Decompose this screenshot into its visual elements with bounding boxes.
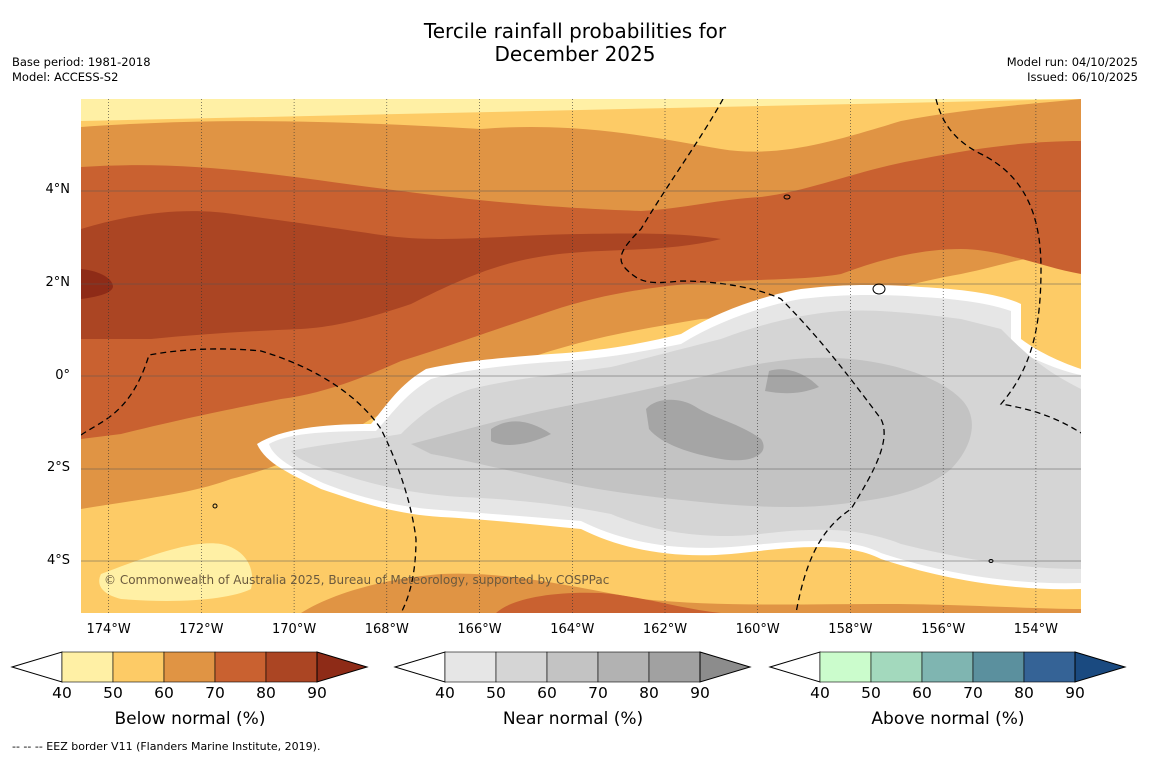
cbar-below-swatch: [61, 651, 114, 683]
cbar-above-over: [1074, 651, 1127, 683]
cbar-above-swatch: [921, 651, 974, 683]
cbar-tick: 80: [256, 684, 276, 702]
lat-label: 4°S: [46, 553, 70, 568]
below-southern-60-70: [301, 573, 1081, 613]
lat-gridlines: [81, 190, 1081, 562]
colorbar-above-normal: 40 50 60 70 80 90 Above normal (%): [768, 651, 1138, 751]
meta-left: Base period: 1981-2018 Model: ACCESS-S2: [12, 55, 151, 85]
lon-label: 172°W: [179, 622, 224, 637]
cbar-below-swatch: [265, 651, 318, 683]
colorbar-near-normal: 40 50 60 70 80 90 Near normal (%): [393, 651, 763, 751]
cbar-near-swatch: [495, 651, 548, 683]
lon-label: 174°W: [86, 622, 131, 637]
lon-label: 158°W: [828, 622, 873, 637]
lon-label: 156°W: [921, 622, 966, 637]
cbar-tick: 60: [154, 684, 174, 702]
cbar-tick: 40: [52, 684, 72, 702]
copyright-notice: © Commonwealth of Australia 2025, Bureau…: [104, 573, 610, 587]
cbar-tick: 80: [1014, 684, 1034, 702]
model-name: Model: ACCESS-S2: [12, 70, 119, 84]
cbar-above-swatch: [819, 651, 872, 683]
cbar-near-swatch: [444, 651, 497, 683]
cbar-near-swatch: [648, 651, 701, 683]
cbar-label: Above normal (%): [871, 709, 1025, 729]
below-southern-70-80: [496, 592, 721, 613]
cbar-above-swatch: [870, 651, 923, 683]
cbar-tick: 90: [1065, 684, 1085, 702]
cbar-tick: 40: [435, 684, 455, 702]
cbar-near-swatch: [546, 651, 599, 683]
cbar-above-swatch: [1023, 651, 1076, 683]
cbar-above-under: [768, 651, 821, 683]
chart-title: Tercile rainfall probabilities for Decem…: [0, 20, 1150, 66]
cbar-near-swatch: [597, 651, 650, 683]
below-southern-40-50: [99, 543, 253, 601]
footer-legend: -- -- -- EEZ border V11 (Flanders Marine…: [12, 740, 321, 753]
eez-border-3: [935, 99, 1081, 434]
cbar-below-swatch: [163, 651, 216, 683]
cbar-tick: 50: [486, 684, 506, 702]
cbar-tick: 90: [307, 684, 327, 702]
cbar-below-swatch: [112, 651, 165, 683]
near-normal-70-80: [646, 399, 764, 461]
cbar-tick: 40: [810, 684, 830, 702]
cbar-above-swatch: [972, 651, 1025, 683]
near-normal-70-80-west: [491, 421, 551, 445]
below-80-90-band: [81, 211, 721, 339]
cbar-label: Below normal (%): [114, 709, 266, 729]
lat-label: 2°N: [45, 275, 71, 290]
cbar-tick: 60: [912, 684, 932, 702]
cbar-tick: 80: [639, 684, 659, 702]
cbar-below-swatch: [214, 651, 267, 683]
probability-map: [81, 99, 1081, 613]
lon-label: 170°W: [272, 622, 317, 637]
eez-border: [81, 348, 417, 613]
lat-label: 0°: [55, 368, 70, 383]
lon-label: 162°W: [642, 622, 688, 637]
lon-label: 154°W: [1013, 622, 1058, 637]
near-normal-70-80-east: [765, 369, 819, 394]
cbar-label: Near normal (%): [502, 709, 644, 729]
lon-label: 166°W: [457, 622, 502, 637]
cbar-below-over: [316, 651, 369, 683]
cbar-tick: 50: [103, 684, 123, 702]
meta-right: Model run: 04/10/2025 Issued: 06/10/2025: [1007, 55, 1138, 85]
title-line-1: Tercile rainfall probabilities for: [423, 19, 727, 43]
below-70-80-band: [81, 141, 1081, 439]
cbar-tick: 60: [537, 684, 557, 702]
cbar-below-under: [10, 651, 63, 683]
base-period: Base period: 1981-2018: [12, 55, 151, 69]
below-40-50-top: [81, 99, 1081, 121]
lat-label: 2°S: [46, 460, 70, 475]
islands: [212, 194, 994, 563]
cbar-tick: 50: [861, 684, 881, 702]
lon-label: 160°W: [735, 622, 780, 637]
cbar-tick: 90: [690, 684, 710, 702]
cbar-tick: 70: [588, 684, 608, 702]
cbar-near-over: [699, 651, 752, 683]
lon-label: 168°W: [364, 622, 409, 637]
colorbar-below-normal: 40 50 60 70 80 90 Below normal (%): [10, 651, 380, 751]
lat-label: 4°N: [45, 182, 71, 197]
cbar-tick: 70: [205, 684, 225, 702]
lon-label: 164°W: [550, 622, 595, 637]
cbar-near-under: [393, 651, 446, 683]
title-line-2: December 2025: [494, 42, 656, 66]
issued-date: Issued: 06/10/2025: [1027, 70, 1138, 84]
eez-border-2: [620, 99, 885, 613]
model-run: Model run: 04/10/2025: [1006, 55, 1138, 69]
cbar-tick: 70: [963, 684, 983, 702]
